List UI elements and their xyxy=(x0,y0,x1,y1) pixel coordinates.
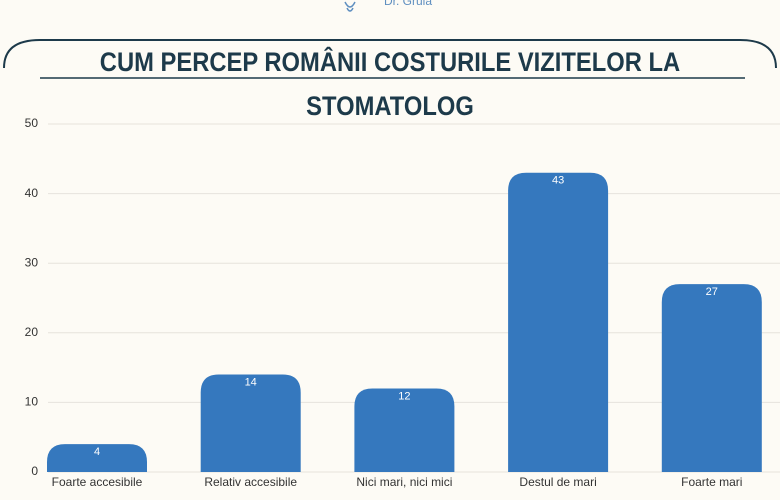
logo-icon xyxy=(344,1,356,12)
x-tick-label: Foarte mari xyxy=(681,475,742,489)
logo: Dr. Gruia xyxy=(384,0,433,8)
bar xyxy=(354,388,455,472)
value-label: 12 xyxy=(398,390,410,402)
chart-title: CUM PERCEP ROMÂNII COSTURILE VIZITELOR L… xyxy=(99,47,681,121)
y-tick-label: 30 xyxy=(25,255,39,269)
value-label: 27 xyxy=(706,286,718,298)
y-tick-label: 20 xyxy=(25,325,39,339)
title-frame xyxy=(3,39,777,69)
bar xyxy=(47,444,147,472)
y-tick-label: 0 xyxy=(31,464,38,478)
bar xyxy=(508,172,609,472)
x-tick-label: Relativ accesibile xyxy=(204,475,297,489)
value-label: 14 xyxy=(245,376,257,388)
x-tick-label: Destul de mari xyxy=(519,475,596,489)
value-label: 43 xyxy=(552,175,564,187)
bar xyxy=(200,374,301,472)
y-tick-label: 40 xyxy=(25,186,39,200)
value-label: 4 xyxy=(94,446,100,458)
x-tick-label: Nici mari, nici mici xyxy=(356,475,452,489)
y-tick-label: 50 xyxy=(25,116,39,130)
x-tick-label: Foarte accesibile xyxy=(52,475,143,489)
y-tick-label: 10 xyxy=(25,395,39,409)
bar xyxy=(661,284,762,472)
